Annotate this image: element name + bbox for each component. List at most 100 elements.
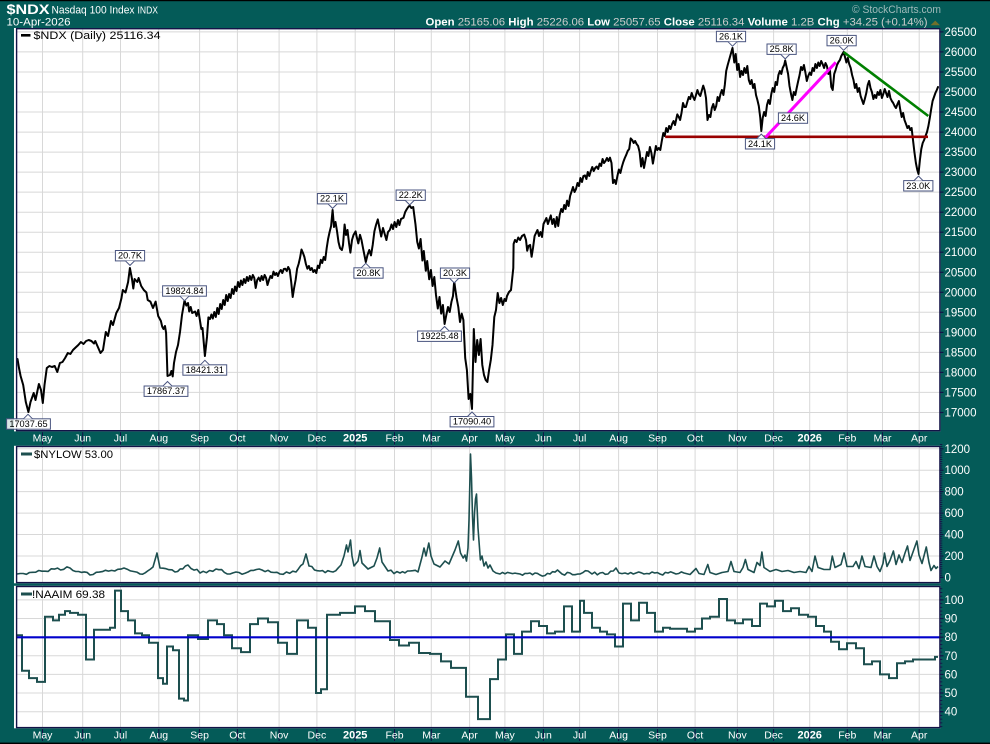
svg-text:$NDX (Daily) 25116.34: $NDX (Daily) 25116.34 xyxy=(34,30,161,42)
svg-text:Aug: Aug xyxy=(609,433,628,445)
svg-text:Dec: Dec xyxy=(764,433,783,445)
svg-text:20500: 20500 xyxy=(945,267,977,279)
svg-text:$NYLOW 53.00: $NYLOW 53.00 xyxy=(34,449,113,461)
svg-text:2025: 2025 xyxy=(343,433,367,445)
svg-text:21000: 21000 xyxy=(945,247,977,259)
svg-text:17500: 17500 xyxy=(945,387,977,399)
svg-text:May: May xyxy=(495,433,516,445)
svg-text:Jul: Jul xyxy=(114,730,127,742)
svg-text:26.0K: 26.0K xyxy=(830,36,855,46)
svg-text:22.2K: 22.2K xyxy=(399,190,424,200)
svg-text:17000: 17000 xyxy=(945,408,977,420)
svg-text:18000: 18000 xyxy=(945,367,977,379)
svg-text:Jun: Jun xyxy=(535,730,552,742)
svg-text:10-Apr-2026: 10-Apr-2026 xyxy=(7,17,71,29)
svg-text:Open 25165.06 High 25226.06 Lo: Open 25165.06 High 25226.06 Low 25057.65… xyxy=(426,17,928,29)
svg-text:Aug: Aug xyxy=(149,433,168,445)
svg-text:26500: 26500 xyxy=(945,27,977,39)
svg-text:Feb: Feb xyxy=(385,730,403,742)
svg-text:Oct: Oct xyxy=(229,730,245,742)
svg-text:60: 60 xyxy=(945,669,958,681)
svg-text:Nov: Nov xyxy=(270,730,289,742)
svg-text:25000: 25000 xyxy=(945,87,977,99)
svg-text:19225.48: 19225.48 xyxy=(420,331,458,341)
svg-text:20.7K: 20.7K xyxy=(118,251,143,261)
svg-text:24500: 24500 xyxy=(945,107,977,119)
svg-text:Mar: Mar xyxy=(422,730,441,742)
svg-text:Feb: Feb xyxy=(838,433,856,445)
svg-text:18500: 18500 xyxy=(945,347,977,359)
svg-text:20.8K: 20.8K xyxy=(356,268,381,278)
svg-text:Jul: Jul xyxy=(573,730,586,742)
svg-text:Sep: Sep xyxy=(190,730,209,742)
svg-text:25500: 25500 xyxy=(945,67,977,79)
svg-text:2026: 2026 xyxy=(797,433,821,445)
svg-text:800: 800 xyxy=(945,487,964,499)
svg-text:Oct: Oct xyxy=(687,433,703,445)
svg-text:May: May xyxy=(33,730,54,742)
svg-text:Apr: Apr xyxy=(911,730,928,742)
svg-text:Aug: Aug xyxy=(609,730,628,742)
svg-text:600: 600 xyxy=(945,508,964,520)
svg-text:Apr: Apr xyxy=(461,433,478,445)
svg-text:19824.84: 19824.84 xyxy=(165,286,203,296)
svg-text:26000: 26000 xyxy=(945,47,977,59)
svg-text:2025: 2025 xyxy=(343,730,367,742)
svg-text:400: 400 xyxy=(945,530,964,542)
svg-text:INDX: INDX xyxy=(138,6,159,17)
svg-text:Jun: Jun xyxy=(535,433,552,445)
svg-text:Sep: Sep xyxy=(190,433,209,445)
svg-text:26.1K: 26.1K xyxy=(719,32,744,42)
svg-text:24.1K: 24.1K xyxy=(748,139,773,149)
svg-text:23.0K: 23.0K xyxy=(906,181,931,191)
svg-text:23000: 23000 xyxy=(945,167,977,179)
svg-text:Jun: Jun xyxy=(74,730,91,742)
svg-text:23500: 23500 xyxy=(945,147,977,159)
svg-text:19000: 19000 xyxy=(945,327,977,339)
svg-text:200: 200 xyxy=(945,551,964,563)
svg-text:Dec: Dec xyxy=(308,730,327,742)
svg-text:May: May xyxy=(33,433,54,445)
svg-text:80: 80 xyxy=(945,632,958,644)
svg-text:Nov: Nov xyxy=(728,730,747,742)
svg-text:Mar: Mar xyxy=(422,433,441,445)
svg-text:100: 100 xyxy=(945,595,964,607)
svg-text:Apr: Apr xyxy=(461,730,478,742)
svg-text:Jul: Jul xyxy=(114,433,127,445)
svg-text:Feb: Feb xyxy=(838,730,856,742)
svg-text:17867.37: 17867.37 xyxy=(147,386,185,396)
svg-text:24.6K: 24.6K xyxy=(781,113,806,123)
svg-text:Mar: Mar xyxy=(873,730,892,742)
svg-text:40: 40 xyxy=(945,707,958,719)
svg-text:Mar: Mar xyxy=(873,433,892,445)
svg-text:© StockCharts.com: © StockCharts.com xyxy=(852,4,941,16)
svg-text:Oct: Oct xyxy=(229,433,245,445)
svg-text:Sep: Sep xyxy=(648,730,667,742)
svg-text:90: 90 xyxy=(945,614,958,626)
svg-text:22000: 22000 xyxy=(945,207,977,219)
svg-text:!NAAIM 69.38: !NAAIM 69.38 xyxy=(32,589,105,601)
svg-text:22500: 22500 xyxy=(945,187,977,199)
svg-text:Sep: Sep xyxy=(648,433,667,445)
svg-text:19500: 19500 xyxy=(945,307,977,319)
svg-text:17090.40: 17090.40 xyxy=(453,417,491,427)
svg-text:25.8K: 25.8K xyxy=(770,44,795,54)
svg-text:Oct: Oct xyxy=(687,730,703,742)
svg-text:2026: 2026 xyxy=(797,730,821,742)
svg-text:Feb: Feb xyxy=(385,433,403,445)
svg-text:1200: 1200 xyxy=(945,444,971,456)
svg-text:Nasdaq 100 Index: Nasdaq 100 Index xyxy=(52,5,135,17)
svg-text:22.1K: 22.1K xyxy=(320,194,345,204)
svg-text:24000: 24000 xyxy=(945,127,977,139)
svg-text:Nov: Nov xyxy=(728,433,747,445)
svg-text:17037.65: 17037.65 xyxy=(9,419,47,429)
svg-text:0: 0 xyxy=(945,572,951,584)
svg-text:Jul: Jul xyxy=(573,433,586,445)
svg-text:Nov: Nov xyxy=(270,433,289,445)
svg-text:70: 70 xyxy=(945,651,958,663)
svg-text:1000: 1000 xyxy=(945,465,971,477)
svg-text:Apr: Apr xyxy=(911,433,928,445)
svg-text:$NDX: $NDX xyxy=(7,2,50,17)
svg-text:21500: 21500 xyxy=(945,227,977,239)
svg-text:May: May xyxy=(495,730,516,742)
